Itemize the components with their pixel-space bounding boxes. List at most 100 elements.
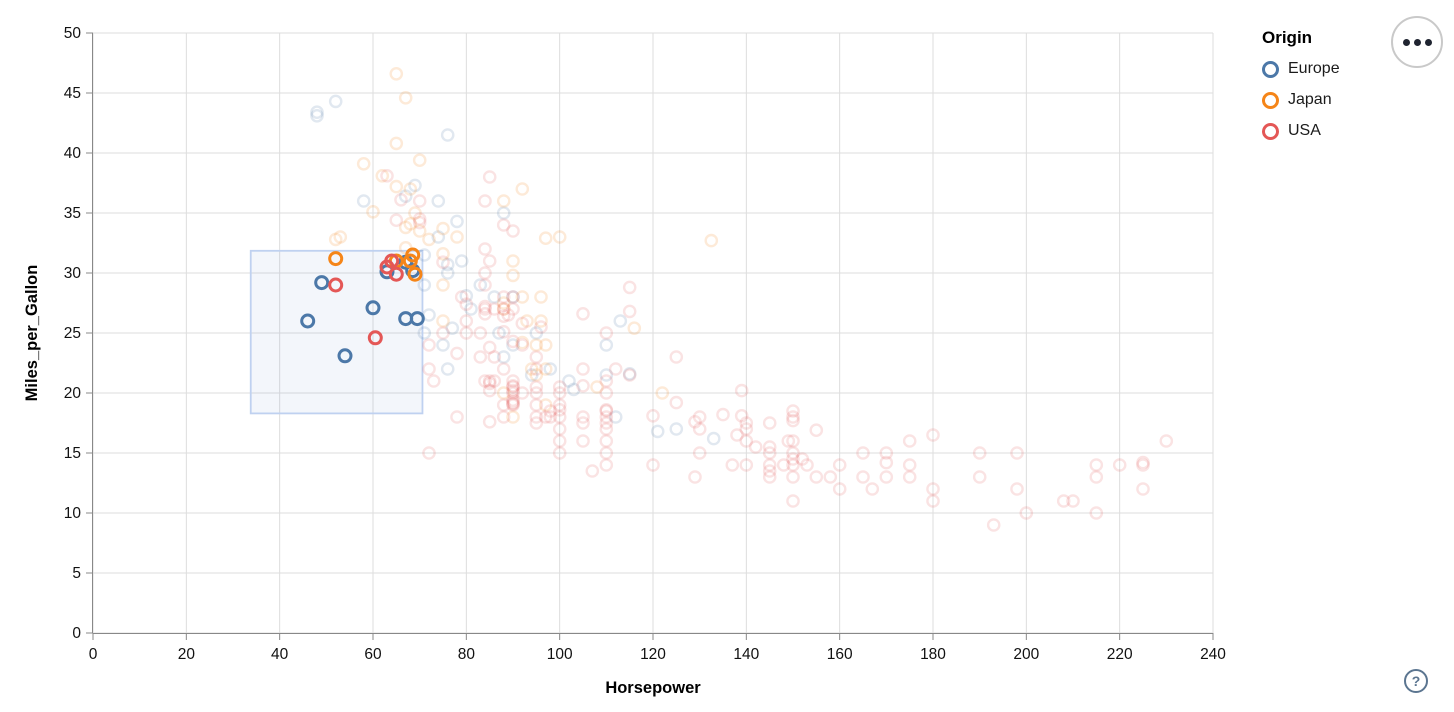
y-tick-label: 10 bbox=[64, 505, 82, 522]
ellipsis-icon bbox=[1413, 38, 1421, 46]
data-point-usa bbox=[1089, 458, 1104, 472]
legend-entry-japan: Japan bbox=[1262, 91, 1340, 109]
data-point-usa bbox=[454, 290, 469, 304]
data-point-usa bbox=[506, 383, 520, 398]
data-point-usa bbox=[529, 398, 544, 412]
legend-entry-europe: Europe bbox=[1262, 60, 1340, 78]
data-point-usa bbox=[506, 396, 520, 411]
data-point-usa bbox=[599, 458, 614, 472]
data-point-usa bbox=[972, 446, 987, 460]
data-point-japan bbox=[534, 290, 548, 304]
data-point-usa bbox=[926, 494, 940, 508]
legend-symbol-ring bbox=[1262, 60, 1279, 78]
data-point-usa bbox=[781, 434, 796, 448]
data-point-usa bbox=[552, 380, 567, 394]
data-point-usa bbox=[506, 374, 520, 388]
data-point-usa bbox=[786, 404, 800, 418]
data-point-usa bbox=[576, 416, 590, 430]
x-tick-label: 160 bbox=[827, 646, 853, 663]
data-point-japan bbox=[520, 314, 534, 328]
data-point-japan bbox=[436, 246, 450, 261]
data-point-usa bbox=[576, 306, 590, 321]
legend-entry-label: Europe bbox=[1288, 60, 1340, 77]
data-point-usa bbox=[832, 482, 847, 496]
data-point-usa bbox=[328, 277, 344, 293]
data-point-usa bbox=[725, 458, 740, 472]
data-point-europe bbox=[454, 254, 469, 268]
data-point-usa bbox=[599, 422, 614, 436]
data-point-japan bbox=[538, 338, 553, 352]
data-point-japan bbox=[534, 314, 548, 328]
data-point-usa bbox=[459, 314, 474, 328]
x-tick-label: 60 bbox=[364, 646, 382, 663]
data-point-europe bbox=[706, 431, 721, 446]
data-point-usa bbox=[496, 309, 511, 324]
data-point-japan bbox=[704, 233, 719, 248]
data-point-japan bbox=[403, 216, 418, 231]
data-point-usa bbox=[786, 452, 800, 466]
data-point-usa bbox=[506, 224, 520, 238]
data-point-usa bbox=[478, 266, 492, 280]
data-point-japan bbox=[496, 194, 511, 208]
x-tick-label: 100 bbox=[547, 646, 573, 663]
data-point-europe bbox=[669, 422, 684, 436]
data-point-usa bbox=[832, 458, 847, 472]
data-point-usa bbox=[608, 362, 623, 376]
data-point-usa bbox=[692, 422, 707, 436]
data-point-japan bbox=[538, 398, 553, 412]
data-point-usa bbox=[879, 470, 894, 484]
data-point-usa bbox=[599, 402, 614, 417]
data-point-europe bbox=[440, 128, 455, 142]
x-tick-label: 0 bbox=[89, 646, 98, 663]
data-point-usa bbox=[506, 334, 520, 349]
data-point-japan bbox=[529, 368, 544, 382]
data-point-europe bbox=[506, 290, 520, 304]
data-point-usa bbox=[786, 458, 800, 472]
plot-area[interactable] bbox=[93, 33, 1213, 633]
data-point-europe bbox=[543, 362, 558, 376]
data-point-usa bbox=[599, 410, 614, 424]
data-point-japan bbox=[552, 230, 567, 244]
ellipsis-icon bbox=[1424, 38, 1432, 46]
data-point-usa bbox=[986, 518, 1001, 532]
data-point-usa bbox=[496, 398, 511, 412]
data-point-usa bbox=[823, 470, 838, 484]
data-point-usa bbox=[478, 278, 492, 292]
data-point-usa bbox=[506, 393, 520, 408]
y-axis: 0 5 10 15 20 25 30 35 40 45 50 bbox=[64, 25, 93, 642]
data-point-usa bbox=[412, 212, 427, 226]
data-point-usa bbox=[515, 338, 530, 352]
y-axis-title: Miles_per_Gallon bbox=[23, 265, 41, 402]
help-button[interactable]: ? bbox=[1404, 669, 1428, 693]
data-point-usa bbox=[487, 374, 502, 388]
data-point-usa bbox=[436, 326, 450, 340]
data-point-usa bbox=[529, 362, 544, 376]
data-point-usa bbox=[487, 350, 502, 364]
data-point-usa bbox=[786, 413, 800, 428]
data-point-usa bbox=[412, 215, 427, 230]
data-point-usa bbox=[436, 255, 450, 270]
data-point-japan bbox=[538, 231, 553, 245]
data-point-usa bbox=[622, 368, 637, 382]
menu-button[interactable] bbox=[1391, 16, 1443, 68]
data-point-usa bbox=[669, 395, 684, 410]
data-point-usa bbox=[478, 194, 492, 208]
x-tick-label: 120 bbox=[640, 646, 666, 663]
data-point-usa bbox=[482, 376, 497, 391]
y-tick-label: 40 bbox=[64, 145, 82, 162]
data-point-usa bbox=[576, 378, 590, 393]
data-point-usa bbox=[496, 410, 511, 424]
data-point-usa bbox=[646, 408, 660, 423]
data-point-japan bbox=[412, 224, 427, 238]
data-point-europe bbox=[328, 94, 343, 109]
data-point-usa bbox=[552, 386, 567, 400]
data-point-usa bbox=[1010, 482, 1024, 496]
data-point-usa bbox=[482, 414, 497, 429]
data-point-europe bbox=[417, 326, 432, 340]
data-point-japan bbox=[375, 168, 390, 183]
data-point-japan bbox=[506, 254, 520, 268]
data-point-japan bbox=[436, 278, 450, 292]
data-point-europe bbox=[487, 290, 502, 304]
data-point-europe bbox=[492, 326, 506, 340]
